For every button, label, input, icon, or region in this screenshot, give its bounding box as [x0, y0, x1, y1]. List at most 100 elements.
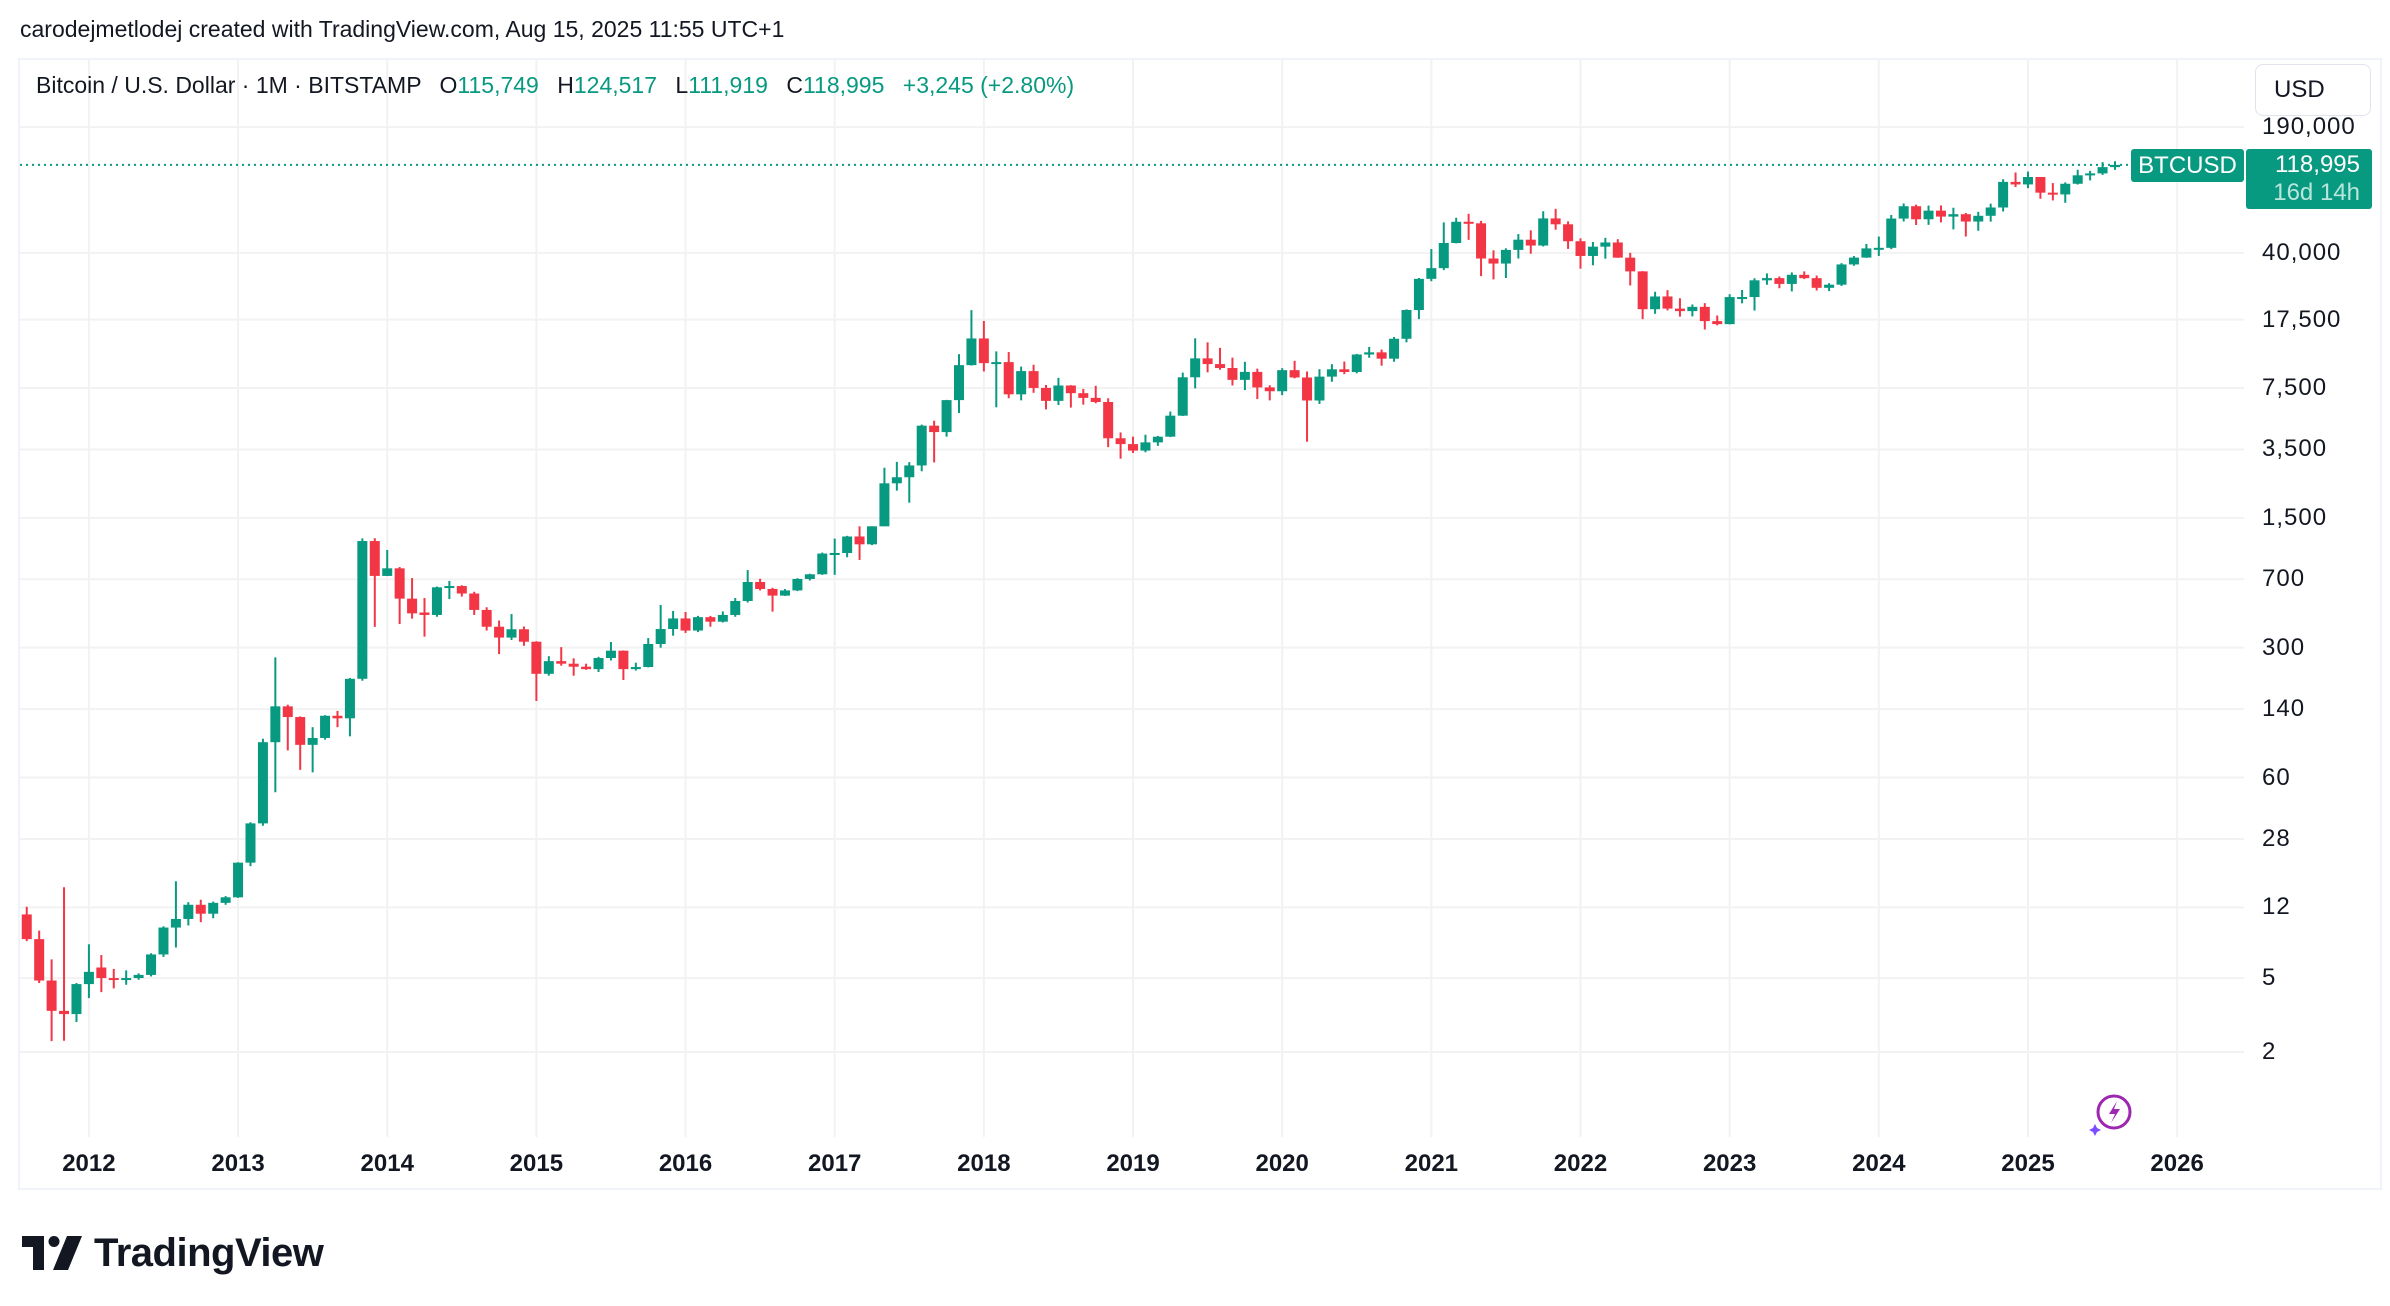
candle-body — [804, 574, 815, 579]
candle-2015-11 — [655, 605, 666, 648]
candle-2017-06 — [891, 461, 902, 491]
candle-body — [1587, 246, 1598, 256]
candle-2023-05 — [1774, 276, 1785, 289]
candle-body — [282, 706, 293, 718]
candle-2017-09 — [929, 420, 940, 463]
tradingview-logo[interactable]: TradingView — [22, 1228, 324, 1278]
candle-2023-07 — [1799, 271, 1810, 280]
candle-body — [34, 939, 45, 981]
candle-body — [1538, 218, 1549, 246]
brand-name: TradingView — [94, 1230, 324, 1275]
candle-2014-02 — [394, 567, 405, 625]
symbol-description[interactable]: Bitcoin / U.S. Dollar · 1M · BITSTAMP — [36, 72, 422, 98]
lightning-sparkle-icon[interactable] — [2086, 1090, 2136, 1140]
candle-body — [717, 614, 728, 622]
candle-body — [1724, 297, 1735, 325]
tradingview-logo-icon — [22, 1236, 82, 1270]
candle-body — [904, 465, 915, 478]
candle-2023-03 — [1749, 278, 1760, 311]
candle-2023-11 — [1848, 256, 1859, 266]
candle-body — [1177, 377, 1188, 416]
time-tick-label: 2022 — [1553, 1150, 1608, 1177]
candle-2019-05 — [1177, 372, 1188, 416]
candle-body — [1774, 278, 1785, 284]
candle-2015-03 — [556, 647, 567, 666]
candle-2012-10 — [195, 899, 206, 923]
price-tick-label: 3,500 — [2262, 435, 2328, 463]
candle-2019-11 — [1252, 368, 1263, 399]
candle-body — [170, 918, 181, 928]
candle-2022-08 — [1662, 290, 1673, 311]
candle-2021-11 — [1550, 208, 1561, 230]
candle-2015-06 — [593, 656, 604, 672]
candle-2013-09 — [332, 710, 343, 728]
candle-body — [1749, 280, 1760, 298]
candle-2013-08 — [320, 715, 331, 740]
candle-2021-03 — [1451, 217, 1462, 244]
candle-2024-09 — [1973, 211, 1984, 231]
time-tick-label: 2021 — [1404, 1150, 1459, 1177]
candle-2014-03 — [407, 578, 418, 619]
candle-2013-05 — [282, 704, 293, 751]
candle-body — [121, 978, 132, 981]
candle-2015-02 — [543, 656, 554, 676]
candle-body — [1115, 438, 1126, 445]
candle-body — [481, 609, 492, 627]
candle-body — [1973, 215, 1984, 222]
candle-body — [1824, 284, 1835, 288]
candle-2020-12 — [1413, 277, 1424, 320]
candle-body — [1264, 387, 1275, 392]
candle-body — [1886, 218, 1897, 248]
candle-2020-09 — [1376, 349, 1387, 366]
candle-2018-10 — [1090, 385, 1101, 404]
high-value: 124,517 — [573, 72, 657, 98]
candle-body — [1128, 444, 1139, 451]
candle-body — [469, 593, 480, 610]
candle-body — [1326, 369, 1337, 377]
candle-2023-01 — [1724, 294, 1735, 325]
candle-2013-12 — [369, 538, 380, 627]
candle-2017-03 — [854, 526, 865, 560]
candle-body — [1687, 306, 1698, 312]
candle-body — [245, 823, 256, 863]
time-tick-label: 2020 — [1255, 1150, 1309, 1177]
candle-2013-02 — [245, 822, 256, 867]
candle-2016-09 — [779, 589, 790, 596]
candle-2018-05 — [1028, 364, 1039, 393]
candle-2021-12 — [1563, 221, 1574, 249]
candle-2020-10 — [1389, 337, 1400, 362]
change-value: +3,245 (+2.80%) — [902, 72, 1075, 98]
candle-body — [1476, 223, 1487, 259]
candle-body — [1028, 371, 1039, 388]
time-tick-label: 2023 — [1702, 1150, 1757, 1177]
candle-2025-04 — [2060, 182, 2071, 203]
bar-countdown: 16d 14h — [2273, 179, 2360, 206]
candle-body — [543, 661, 554, 674]
last-price-tag: 118,995 16d 14h — [2246, 149, 2372, 209]
candle-2025-03 — [2047, 183, 2058, 201]
candle-body — [1513, 239, 1524, 250]
candle-2019-04 — [1165, 411, 1176, 438]
candle-2015-09 — [630, 662, 641, 671]
candle-2024-01 — [1873, 236, 1884, 256]
candle-body — [2072, 175, 2083, 184]
candle-body — [1848, 257, 1859, 265]
candle-2015-12 — [668, 610, 679, 636]
candle-body — [730, 601, 741, 615]
candle-body — [655, 629, 666, 645]
candle-2018-08 — [1065, 385, 1076, 408]
candle-body — [1227, 368, 1238, 380]
chart-credit: carodejmetlodej created with TradingView… — [20, 16, 785, 42]
candle-2013-10 — [344, 678, 355, 737]
currency-button[interactable]: USD — [2255, 64, 2371, 116]
candle-body — [307, 737, 318, 745]
price-tick-label: 40,000 — [2262, 238, 2342, 266]
candle-2025-01 — [2022, 171, 2033, 189]
candle-2011-12 — [71, 983, 82, 1023]
price-tick-label: 12 — [2262, 893, 2291, 921]
candle-body — [854, 536, 865, 545]
candle-body — [866, 526, 877, 545]
candle-2016-11 — [804, 573, 815, 581]
close-value: 118,995 — [802, 72, 885, 98]
